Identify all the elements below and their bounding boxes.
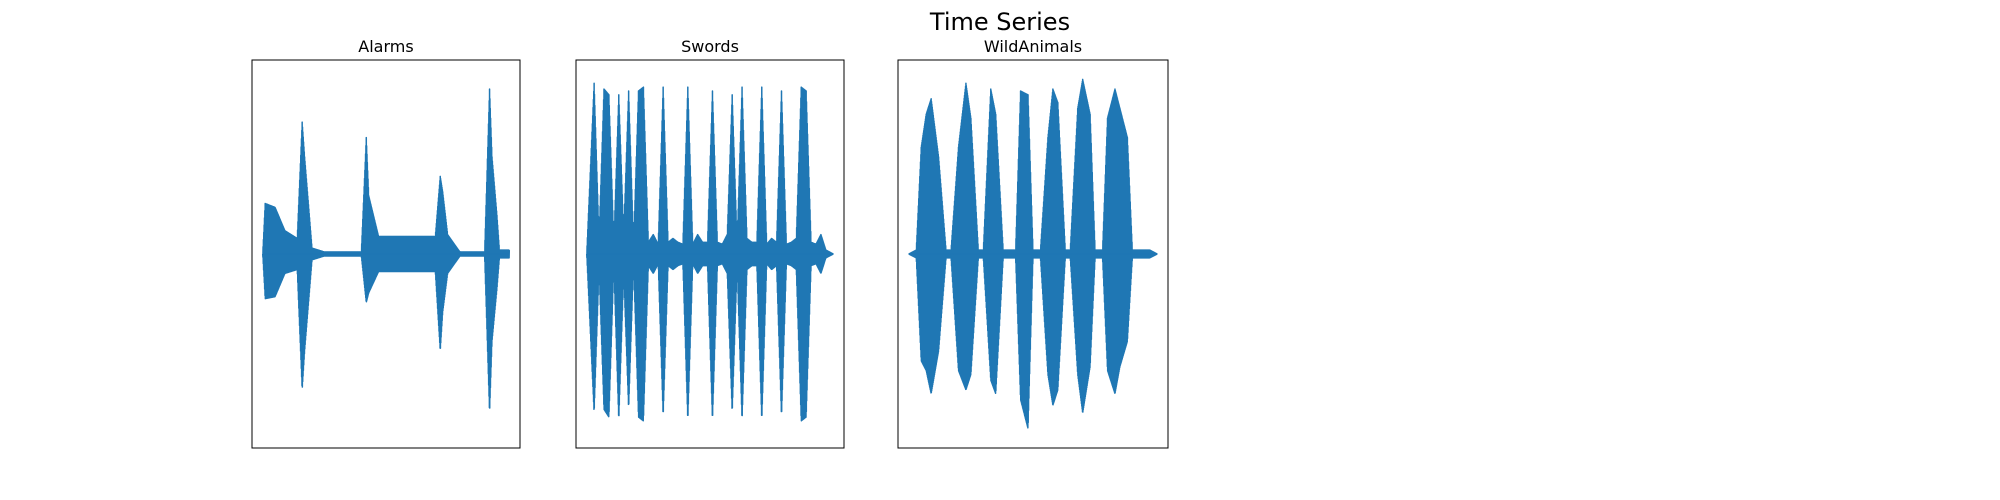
figure-title: Time Series bbox=[929, 8, 1071, 36]
axes-frame bbox=[251, 59, 521, 449]
subplot-title: WildAnimals bbox=[984, 37, 1082, 56]
subplot-wildanimals: WildAnimals bbox=[897, 37, 1169, 449]
series-line bbox=[585, 82, 834, 422]
axes-frame bbox=[897, 59, 1169, 449]
waveform-line bbox=[585, 82, 834, 422]
waveform-line bbox=[261, 88, 511, 409]
waveform-line bbox=[908, 78, 1158, 429]
subplot-title: Swords bbox=[681, 37, 739, 56]
subplot-title: Alarms bbox=[358, 37, 413, 56]
series-line bbox=[261, 88, 511, 409]
subplot-alarms: Alarms bbox=[251, 37, 521, 449]
subplot-swords: Swords bbox=[575, 37, 845, 449]
axes-frame bbox=[575, 59, 845, 449]
series-line bbox=[908, 78, 1158, 429]
